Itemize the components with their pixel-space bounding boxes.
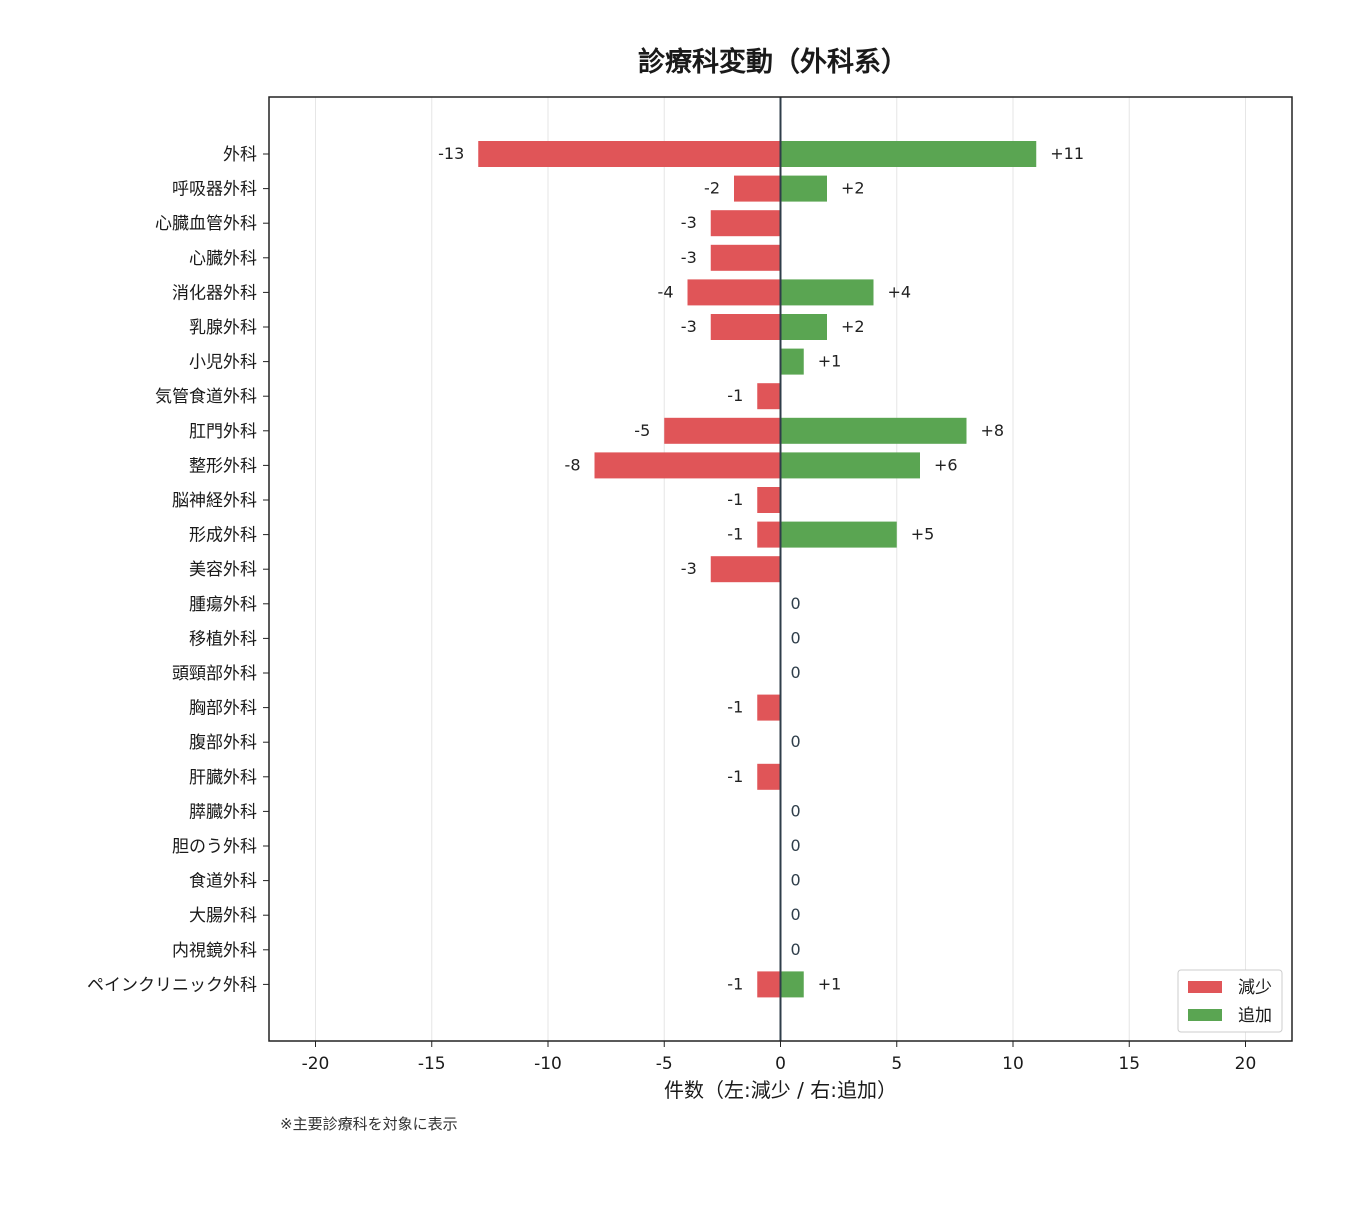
category-label-7: 気管食道外科 xyxy=(155,387,257,407)
decrease-label-11: -1 xyxy=(727,525,743,544)
x-tick-label: -10 xyxy=(534,1054,562,1074)
increase-label-5: +2 xyxy=(841,317,865,336)
increase-bar-9 xyxy=(780,452,920,479)
decrease-bar-3 xyxy=(710,244,781,271)
x-tick-label: 20 xyxy=(1235,1054,1257,1074)
decrease-bar-2 xyxy=(710,210,781,237)
decrease-bar-16 xyxy=(757,694,781,721)
legend-label-1: 追加 xyxy=(1238,1006,1272,1026)
zero-label-21: 0 xyxy=(791,871,801,890)
decrease-bar-18 xyxy=(757,763,781,790)
category-label-9: 整形外科 xyxy=(189,456,257,476)
zero-label-19: 0 xyxy=(791,801,801,820)
decrease-label-10: -1 xyxy=(727,490,743,509)
decrease-bar-10 xyxy=(757,487,781,513)
x-tick-label: 5 xyxy=(891,1054,902,1074)
decrease-label-16: -1 xyxy=(727,698,743,717)
x-tick-label: -5 xyxy=(656,1054,673,1074)
category-label-15: 頭頸部外科 xyxy=(172,664,257,684)
decrease-label-3: -3 xyxy=(681,248,697,267)
decrease-bar-9 xyxy=(594,452,781,479)
decrease-label-1: -2 xyxy=(704,179,720,198)
decrease-bar-1 xyxy=(734,175,781,202)
decrease-bar-24 xyxy=(757,971,781,998)
increase-label-9: +6 xyxy=(934,455,958,474)
increase-bar-4 xyxy=(780,279,874,306)
zero-label-22: 0 xyxy=(791,905,801,924)
category-label-21: 食道外科 xyxy=(189,872,257,892)
decrease-bar-0 xyxy=(478,141,781,167)
category-label-6: 小児外科 xyxy=(189,353,257,373)
increase-label-6: +1 xyxy=(818,352,842,371)
decrease-label-4: -4 xyxy=(658,282,674,301)
zero-label-23: 0 xyxy=(791,940,801,959)
decrease-label-12: -3 xyxy=(681,559,697,578)
category-label-0: 外科 xyxy=(223,145,257,165)
zero-label-14: 0 xyxy=(791,628,801,647)
category-label-5: 乳腺外科 xyxy=(189,318,257,338)
increase-label-8: +8 xyxy=(981,421,1005,440)
footnote: ※主要診療科を対象に表示 xyxy=(280,1115,458,1133)
zero-label-13: 0 xyxy=(791,594,801,613)
category-label-10: 脳神経外科 xyxy=(172,491,257,511)
decrease-label-24: -1 xyxy=(727,974,743,993)
increase-bar-6 xyxy=(780,348,804,375)
x-tick-label: -15 xyxy=(418,1054,446,1074)
x-tick-label: 15 xyxy=(1118,1054,1140,1074)
increase-label-24: +1 xyxy=(818,974,842,993)
category-label-17: 腹部外科 xyxy=(189,733,257,753)
increase-label-4: +4 xyxy=(888,282,912,301)
category-label-19: 膵臓外科 xyxy=(189,802,257,822)
category-label-18: 肝臓外科 xyxy=(189,768,257,788)
category-label-22: 大腸外科 xyxy=(189,906,257,926)
increase-bar-8 xyxy=(780,417,967,444)
x-axis-label: 件数（左:減少 / 右:追加） xyxy=(664,1078,897,1102)
x-tick-label: -20 xyxy=(302,1054,330,1074)
category-label-16: 胸部外科 xyxy=(189,699,257,719)
x-tick-label: 10 xyxy=(1002,1054,1024,1074)
legend-swatch-0 xyxy=(1188,981,1222,993)
decrease-label-2: -3 xyxy=(681,213,697,232)
zero-label-20: 0 xyxy=(791,836,801,855)
zero-label-15: 0 xyxy=(791,663,801,682)
decrease-bar-12 xyxy=(710,556,781,583)
decrease-label-9: -8 xyxy=(565,455,581,474)
legend-label-0: 減少 xyxy=(1238,978,1272,998)
decrease-bar-5 xyxy=(710,314,781,340)
increase-bar-1 xyxy=(780,175,827,202)
category-label-11: 形成外科 xyxy=(189,526,257,546)
decrease-label-7: -1 xyxy=(727,386,743,405)
category-label-13: 腫瘍外科 xyxy=(189,595,257,615)
decrease-bar-8 xyxy=(664,417,781,444)
category-label-12: 美容外科 xyxy=(189,560,257,580)
decrease-bar-7 xyxy=(757,383,781,410)
category-label-4: 消化器外科 xyxy=(172,283,257,303)
increase-bar-5 xyxy=(780,314,827,340)
decrease-label-8: -5 xyxy=(634,421,650,440)
decrease-bar-4 xyxy=(687,279,781,306)
increase-bar-24 xyxy=(780,971,804,998)
increase-bar-11 xyxy=(780,521,897,548)
category-label-3: 心臓外科 xyxy=(189,249,257,269)
category-label-8: 肛門外科 xyxy=(189,422,257,442)
x-tick-label: 0 xyxy=(775,1054,786,1074)
increase-label-1: +2 xyxy=(841,179,865,198)
decrease-label-18: -1 xyxy=(727,767,743,786)
increase-bar-0 xyxy=(780,141,1037,167)
zero-label-17: 0 xyxy=(791,732,801,751)
decrease-label-0: -13 xyxy=(438,144,464,163)
chart-title: 診療科変動（外科系） xyxy=(638,47,908,78)
category-label-1: 呼吸器外科 xyxy=(172,180,257,200)
decrease-label-5: -3 xyxy=(681,317,697,336)
increase-label-0: +11 xyxy=(1050,144,1084,163)
category-label-2: 心臓血管外科 xyxy=(155,214,257,234)
increase-label-11: +5 xyxy=(911,525,935,544)
category-label-20: 胆のう外科 xyxy=(172,837,257,857)
legend-swatch-1 xyxy=(1188,1009,1222,1021)
category-label-23: 内視鏡外科 xyxy=(172,941,257,961)
category-label-24: ペインクリニック外科 xyxy=(87,975,257,995)
decrease-bar-11 xyxy=(757,521,781,548)
category-label-14: 移植外科 xyxy=(189,629,257,649)
